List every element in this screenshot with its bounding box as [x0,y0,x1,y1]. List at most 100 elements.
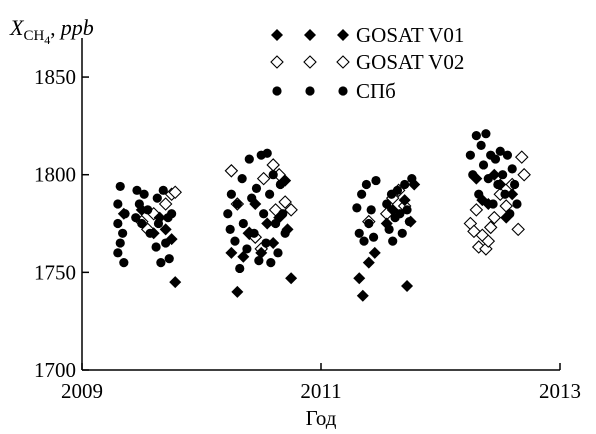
point-спб-30 [237,174,247,184]
point-gosat-v01-19 [353,272,366,285]
legend-markers-spb [272,86,348,96]
legend-entry-gosat-v02: GOSAT V02 [270,50,464,74]
legend-marker-0-2 [337,29,349,41]
point-gosat-v02-36 [517,167,531,182]
point-gosat-v02-3 [158,197,173,211]
point-gosat-v01-0 [117,207,130,220]
point-спб-71 [465,150,475,160]
point-gosat-v01-25 [398,194,411,207]
point-gosat-v01-28 [408,178,421,191]
y-tick-label-1700: 1700 [34,358,76,382]
point-спб-58 [371,175,381,186]
legend-marker-1-2 [336,55,350,69]
legend-label-gosat-v01: GOSAT V01 [356,23,464,47]
legend-markers-gosat-v02 [270,55,350,69]
point-спб-62 [388,236,398,246]
point-спб-46 [273,248,283,258]
point-спб-0 [113,218,123,229]
point-gosat-v01-26 [401,280,414,293]
point-gosat-v02-5 [168,185,182,200]
point-спб-52 [357,189,367,199]
point-gosat-v01-22 [368,246,381,259]
point-спб-11 [137,218,147,229]
point-gosat-v01-16 [279,174,292,187]
point-спб-15 [151,242,161,252]
legend-entry-gosat-v01: GOSAT V01 [271,23,464,47]
point-спб-32 [242,244,252,254]
point-спб-42 [265,189,275,199]
y-axis-label-main: X [9,15,25,40]
point-спб-18 [156,257,166,268]
point-gosat-v01-18 [285,272,298,285]
data-points [113,129,531,302]
point-gosat-v01-23 [380,217,393,230]
point-спб-55 [364,218,374,229]
point-gosat-v01-8 [231,285,244,298]
point-спб-27 [230,236,240,246]
point-спб-2 [113,248,123,258]
point-gosat-v01-13 [261,217,274,230]
point-спб-36 [251,183,262,193]
point-спб-83 [495,146,505,156]
point-спб-90 [512,199,522,209]
point-gosat-v01-20 [356,289,369,302]
point-спб-29 [235,263,245,274]
point-спб-54 [361,179,372,190]
legend-marker-0-0 [271,29,283,41]
y-tick-label-1800: 1800 [34,163,76,187]
point-gosat-v01-11 [249,198,262,210]
point-спб-28 [232,199,242,209]
point-спб-1 [113,199,123,209]
legend-marker-2-2 [338,86,348,96]
point-gosat-v02-11 [256,171,271,186]
point-спб-77 [481,129,491,139]
point-gosat-v02-35 [514,150,529,164]
legend-marker-0-1 [304,29,316,41]
point-gosat-v01-15 [273,211,286,224]
legend-entry-spb: СПб [272,79,396,103]
y-axis-label: XCH4, ppb [9,15,94,47]
point-gosat-v02-28 [481,234,496,248]
point-спб-12 [139,189,149,199]
point-спб-33 [244,154,254,164]
point-спб-59 [382,199,392,209]
point-спб-76 [478,160,489,170]
point-gosat-v01-31 [482,198,495,210]
point-gosat-v01-2 [147,227,160,240]
point-спб-19 [158,185,168,195]
point-спб-81 [490,154,501,164]
point-спб-40 [261,238,271,248]
point-gosat-v01-12 [255,246,268,259]
point-gosat-v02-6 [224,164,239,178]
y-ticks: 1700 1750 1800 1850 [34,65,89,382]
point-спб-66 [397,228,407,238]
legend-label-gosat-v02: GOSAT V02 [356,50,464,74]
point-gosat-v02-15 [278,195,292,209]
x-tick-label-2011: 2011 [300,379,341,403]
point-спб-22 [164,254,174,264]
x-axis-label: Год [306,406,337,430]
point-gosat-v02-12 [266,158,280,172]
point-спб-41 [262,148,272,158]
legend-marker-1-1 [303,55,317,69]
point-gosat-v02-30 [487,210,502,225]
point-спб-25 [225,224,235,234]
point-спб-24 [223,209,233,219]
point-спб-86 [502,150,513,160]
legend-marker-2-0 [272,86,282,96]
legend-marker-1-0 [270,55,284,69]
y-axis-label-sub: CH [23,28,44,44]
point-спб-8 [131,213,141,223]
point-gosat-v01-5 [165,233,178,246]
point-gosat-v01-9 [237,250,250,263]
point-gosat-v02-29 [483,220,498,235]
point-спб-65 [395,209,405,219]
y-axis-label-suffix: , [50,16,61,40]
point-gosat-v01-3 [153,211,166,224]
point-gosat-v01-24 [386,203,399,216]
y-tick-label-1750: 1750 [34,260,76,284]
x-ticks: 2009 2011 2013 [61,363,581,403]
point-gosat-v01-14 [267,237,280,250]
point-gosat-v01-1 [135,203,148,216]
